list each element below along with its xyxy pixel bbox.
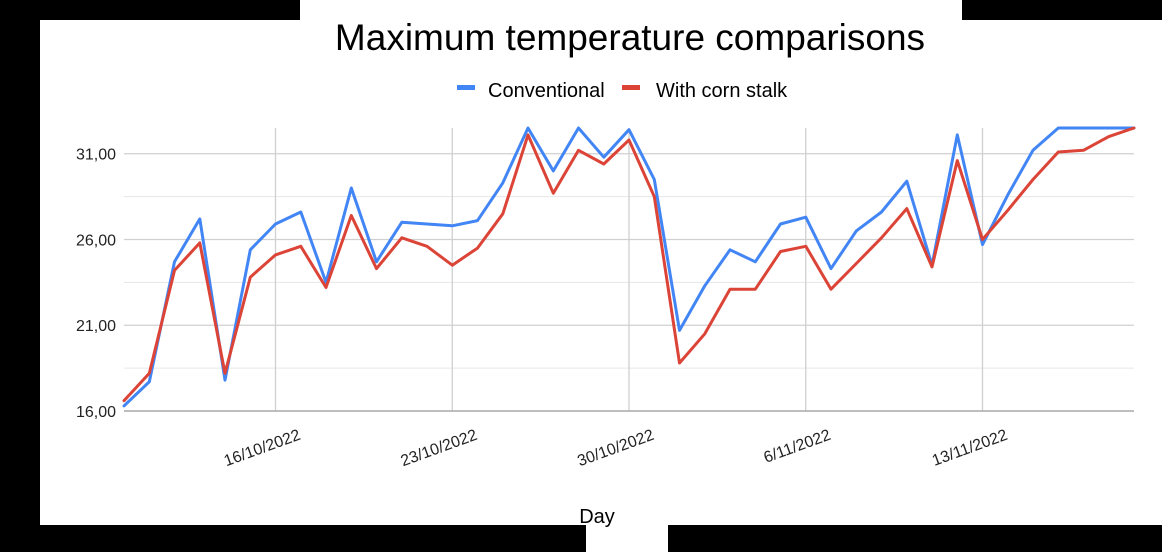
series-line-with-corn-stalk xyxy=(122,126,1136,403)
x-tick-label: 30/10/2022 xyxy=(575,427,656,470)
y-tick-label: 16,00 xyxy=(76,404,116,421)
legend-swatch-with-corn-stalk xyxy=(622,85,640,90)
legend-label-conventional: Conventional xyxy=(488,80,605,102)
legend-label-with-corn-stalk: With corn stalk xyxy=(656,80,788,102)
series-line-conventional xyxy=(122,126,1136,408)
y-tick-label: 31,00 xyxy=(76,147,116,164)
x-axis-ticks: 16/10/2022 23/10/2022 30/10/2022 6/11/2022 1… xyxy=(222,427,1010,470)
background-panel-bottom xyxy=(586,525,668,552)
series-lines xyxy=(122,126,1136,408)
y-axis-ticks: 16,00 21,00 26,00 31,00 xyxy=(76,147,116,421)
x-tick-label: 23/10/2022 xyxy=(399,427,480,470)
x-axis-title: Day xyxy=(579,506,615,528)
legend: Conventional With corn stalk xyxy=(457,80,788,102)
y-tick-label: 26,00 xyxy=(76,232,116,249)
chart-title: Maximum temperature comparisons xyxy=(335,17,925,58)
x-tick-label: 16/10/2022 xyxy=(222,427,303,470)
background-panel-top xyxy=(300,0,962,20)
y-tick-label: 21,00 xyxy=(76,318,116,335)
legend-swatch-conventional xyxy=(457,85,475,90)
x-tick-label: 13/11/2022 xyxy=(930,427,1010,470)
chart-background xyxy=(40,20,1162,525)
x-tick-label: 6/11/2022 xyxy=(762,427,834,467)
gridlines xyxy=(124,128,1134,412)
